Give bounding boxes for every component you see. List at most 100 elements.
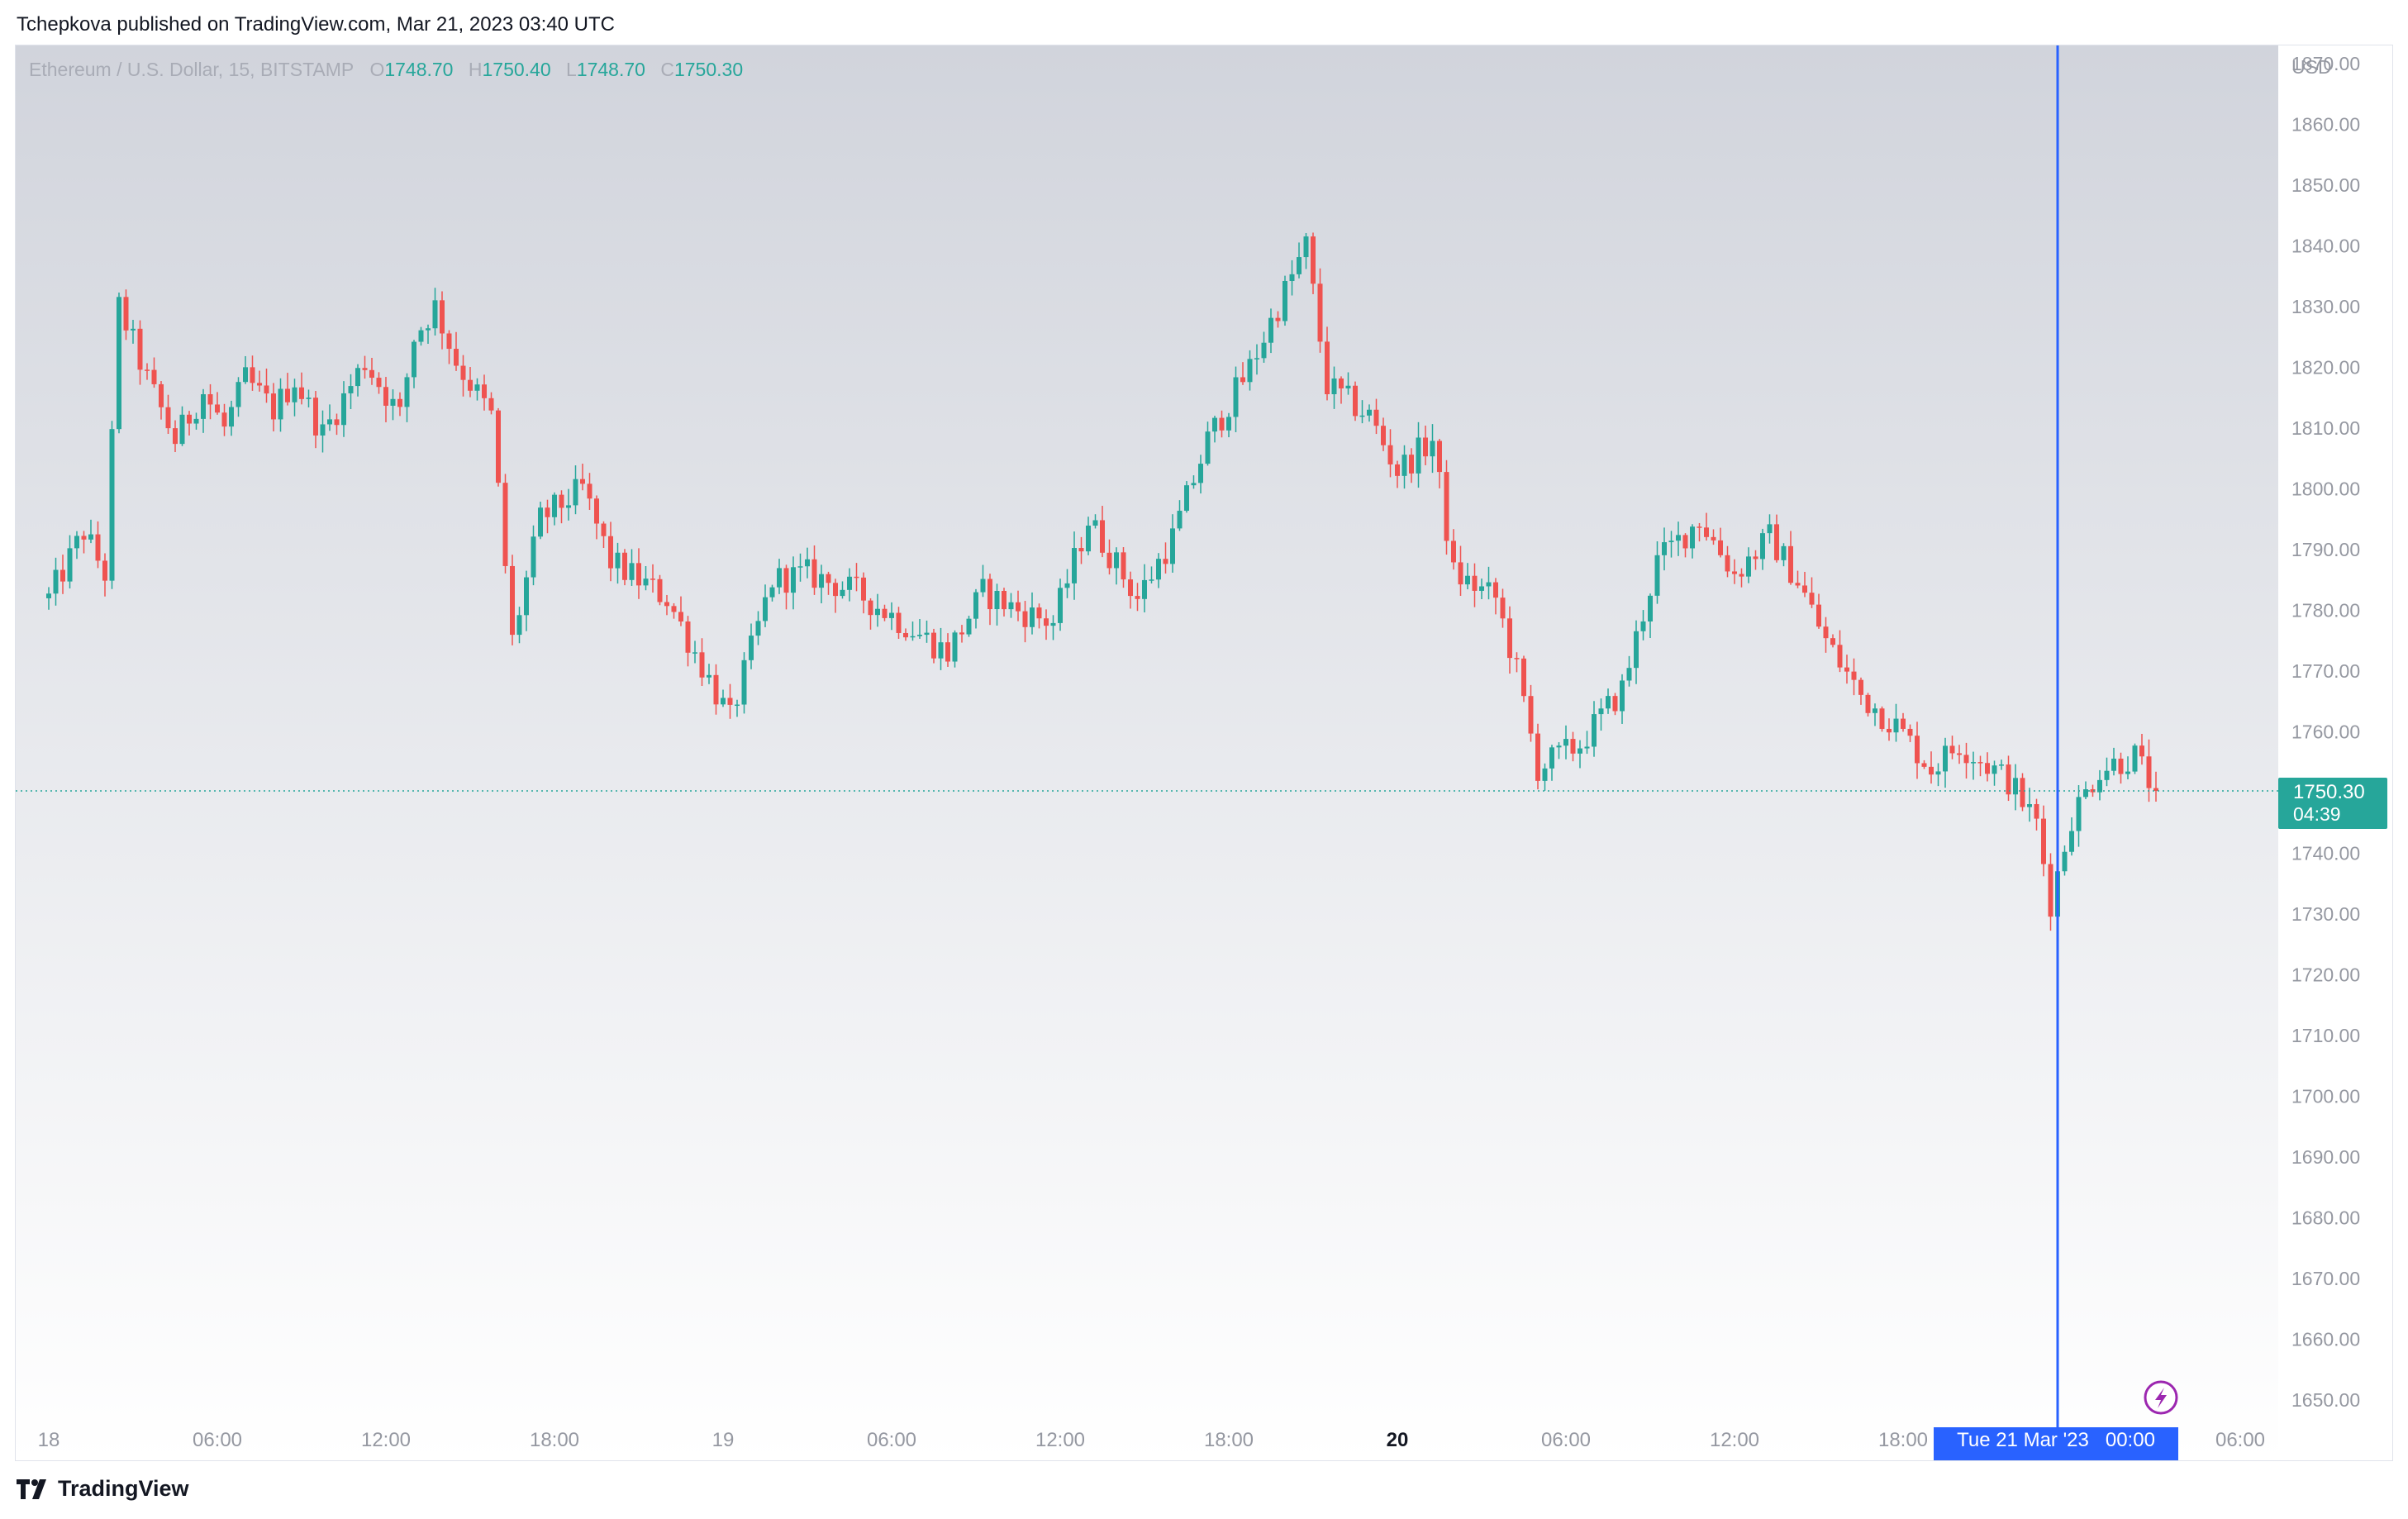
candle — [903, 628, 908, 641]
candle-body — [1121, 552, 1126, 580]
candle-body — [215, 404, 220, 413]
y-tick-label: 1850.00 — [2291, 174, 2360, 196]
candle-body — [1036, 607, 1042, 619]
candle-body — [348, 386, 354, 393]
candle-body — [924, 632, 930, 636]
crosshair-date-label: Tue 21 Mar '23 00:00 — [1934, 1427, 2178, 1460]
candle-body — [1704, 527, 1709, 537]
candle — [1935, 763, 1941, 787]
candle-body — [1387, 445, 1393, 464]
candle-body — [987, 579, 992, 610]
candle — [1135, 583, 1140, 612]
open-label: O — [369, 59, 385, 80]
tradingview-logo-icon — [17, 1479, 46, 1499]
candle-body — [446, 333, 452, 350]
candle-body — [1458, 562, 1463, 585]
candle — [1943, 737, 1948, 788]
candle-body — [1233, 377, 1239, 417]
candle — [1458, 545, 1463, 596]
candle-body — [2048, 864, 2053, 917]
candle-body — [1935, 771, 1941, 775]
candle-body — [721, 698, 726, 705]
candle — [257, 370, 262, 392]
x-tick-label: 06:00 — [193, 1429, 242, 1451]
candle — [102, 553, 107, 597]
candle-body — [1416, 437, 1421, 474]
candle-body — [1373, 409, 1379, 426]
candle-body — [1626, 668, 1632, 681]
candle — [264, 368, 269, 403]
candle — [179, 406, 185, 446]
candle-body — [959, 632, 964, 635]
candle-body — [1191, 483, 1197, 486]
candle — [1493, 578, 1498, 615]
candle-body — [811, 559, 817, 588]
candle — [889, 602, 894, 631]
brand-name: TradingView — [58, 1476, 189, 1501]
candle-body — [868, 600, 873, 616]
footer-brand[interactable]: TradingView — [17, 1476, 189, 1502]
candle-body — [1493, 582, 1498, 598]
candle — [516, 607, 522, 644]
candle — [474, 378, 480, 401]
candle — [1437, 439, 1442, 488]
candle-body — [264, 385, 269, 394]
candle-body — [1858, 679, 1863, 695]
candle-body — [1128, 579, 1133, 597]
candle-body — [1058, 588, 1063, 623]
candle-body — [292, 387, 297, 402]
candle-body — [1971, 762, 1976, 764]
candle-body — [580, 479, 585, 484]
candle — [1767, 514, 1773, 544]
candle — [1690, 524, 1695, 559]
candle-body — [1521, 658, 1526, 697]
candle-body — [1977, 762, 1983, 764]
candle-body — [1668, 540, 1674, 543]
lightning-icon — [2144, 1380, 2178, 1415]
candle — [1451, 529, 1456, 570]
candles-layer — [46, 232, 2158, 933]
candle — [833, 579, 838, 613]
candle-body — [2139, 745, 2144, 757]
candle-body — [1648, 595, 1653, 621]
candle-body — [1774, 524, 1779, 560]
candle — [1353, 381, 1358, 421]
candle-body — [826, 574, 831, 583]
candle-body — [1556, 745, 1562, 748]
low-label: L — [566, 59, 577, 80]
candle-body — [1381, 426, 1386, 445]
candle-body — [2125, 771, 2130, 774]
candlestick-chart[interactable]: 1650.00 1660.00 1670.00 1680.00 1690.00 1700.… — [16, 45, 2392, 1460]
y-tick-label: 1820.00 — [2291, 357, 2360, 379]
candle-body — [46, 593, 51, 598]
candle — [327, 404, 332, 431]
publisher-line: Tchepkova published on TradingView.com, … — [17, 13, 615, 36]
close-label: C — [660, 59, 674, 80]
candle — [531, 525, 536, 586]
candle — [1809, 577, 1815, 608]
candle-body — [131, 328, 136, 331]
candle — [496, 407, 501, 487]
candle — [1753, 550, 1758, 570]
candle-body — [559, 494, 564, 508]
candle — [1261, 331, 1267, 363]
candle — [1992, 760, 1997, 786]
candle — [313, 391, 318, 449]
candle — [1844, 655, 1849, 684]
candle-body — [994, 590, 1000, 610]
candle-body — [1030, 607, 1035, 627]
candle — [1584, 731, 1590, 755]
candle — [636, 548, 641, 599]
chart-container[interactable]: 1650.00 1660.00 1670.00 1680.00 1690.00 1700.… — [15, 45, 2393, 1461]
candle-body — [102, 560, 107, 581]
candle — [369, 357, 374, 385]
candle-body — [418, 330, 424, 342]
candle-body — [404, 377, 410, 407]
candle-body — [797, 566, 803, 568]
candle-body — [1837, 645, 1843, 668]
candle — [145, 363, 150, 380]
candle — [1879, 706, 1885, 732]
candle — [1121, 547, 1126, 588]
candle — [1620, 674, 1625, 724]
candle-body — [1226, 417, 1231, 431]
